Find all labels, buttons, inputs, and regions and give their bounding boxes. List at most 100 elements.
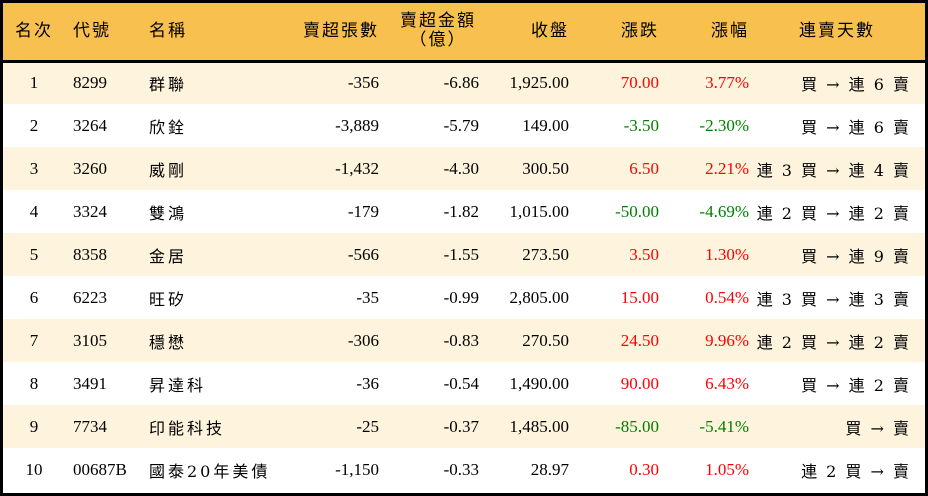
streak-cell: 買 → 連 6 賣 xyxy=(801,117,911,137)
table-row[interactable]: 2 3264 欣銓 -3,889 -5.79 149.00 -3.50 -2.3… xyxy=(3,104,925,147)
net-sell-lots-cell: -3,889 xyxy=(335,115,379,135)
table-row[interactable]: 1 8299 群聯 -356 -6.86 1,925.00 70.00 3.77… xyxy=(3,61,925,104)
net-sell-lots-cell: -306 xyxy=(347,330,379,350)
stock-code-cell[interactable]: 3324 xyxy=(73,201,107,221)
change-percent-cell: -5.41% xyxy=(699,416,749,436)
net-sell-amount-cell: -1.82 xyxy=(443,201,479,221)
header-name[interactable]: 名稱 xyxy=(149,20,187,41)
net-sell-amount-cell: -0.33 xyxy=(443,459,479,479)
stock-code-cell[interactable]: 3264 xyxy=(73,115,107,135)
change-percent-cell: 1.05% xyxy=(705,459,749,479)
rank-cell: 1 xyxy=(29,73,39,93)
net-sell-amount-cell: -0.83 xyxy=(443,330,479,350)
table-row[interactable]: 8 3491 昇達科 -36 -0.54 1,490.00 90.00 6.43… xyxy=(3,362,925,405)
rank-cell: 3 xyxy=(29,158,39,178)
table-row[interactable]: 4 3324 雙鴻 -179 -1.82 1,015.00 -50.00 -4.… xyxy=(3,190,925,233)
streak-cell: 買 → 賣 xyxy=(845,418,911,438)
change-percent-cell: 9.96% xyxy=(705,330,749,350)
stock-name-cell[interactable]: 穩懋 xyxy=(149,332,188,352)
close-price-cell: 1,485.00 xyxy=(509,416,570,436)
change-percent-cell: 3.77% xyxy=(705,73,749,93)
stock-code-cell[interactable]: 3105 xyxy=(73,330,107,350)
table-row[interactable]: 5 8358 金居 -566 -1.55 273.50 3.50 1.30% 買… xyxy=(3,233,925,276)
table-row[interactable]: 3 3260 威剛 -1,432 -4.30 300.50 6.50 2.21%… xyxy=(3,147,925,190)
header-rank[interactable]: 名次 xyxy=(15,20,53,41)
stock-name-cell[interactable]: 印能科技 xyxy=(149,418,226,438)
net-sell-lots-cell: -36 xyxy=(356,373,379,393)
rank-cell: 4 xyxy=(29,201,39,221)
close-price-cell: 273.50 xyxy=(522,244,569,264)
header-change[interactable]: 漲跌 xyxy=(621,20,659,41)
price-change-cell: 70.00 xyxy=(620,73,659,93)
table-row[interactable]: 9 7734 印能科技 -25 -0.37 1,485.00 -85.00 -5… xyxy=(3,405,925,448)
price-change-cell: -3.50 xyxy=(623,115,659,135)
price-change-cell: 15.00 xyxy=(620,287,659,307)
header-net-sell-lots[interactable]: 賣超張數 xyxy=(303,20,379,41)
stock-name-cell[interactable]: 群聯 xyxy=(149,75,188,95)
price-change-cell: 3.50 xyxy=(629,244,659,264)
stock-name-cell[interactable]: 旺矽 xyxy=(149,289,188,309)
price-change-cell: 6.50 xyxy=(629,158,659,178)
net-sell-amount-cell: -0.37 xyxy=(443,416,479,436)
net-sell-lots-cell: -25 xyxy=(356,416,379,436)
rank-cell: 6 xyxy=(29,287,39,307)
close-price-cell: 2,805.00 xyxy=(509,287,570,307)
close-price-cell: 149.00 xyxy=(522,115,569,135)
net-sell-amount-cell: -0.54 xyxy=(443,373,479,393)
header-close[interactable]: 收盤 xyxy=(531,20,569,41)
stock-name-cell[interactable]: 雙鴻 xyxy=(149,203,188,223)
net-sell-lots-cell: -356 xyxy=(347,73,379,93)
change-percent-cell: 6.43% xyxy=(705,373,749,393)
header-change-pct[interactable]: 漲幅 xyxy=(711,20,749,41)
table-row[interactable]: 7 3105 穩懋 -306 -0.83 270.50 24.50 9.96% … xyxy=(3,319,925,362)
rank-cell: 10 xyxy=(25,459,43,479)
rank-cell: 8 xyxy=(29,373,39,393)
header-net-sell-amount-unit: （億） xyxy=(409,30,467,51)
net-sell-amount-cell: -4.30 xyxy=(443,158,479,178)
stock-name-cell[interactable]: 金居 xyxy=(149,246,188,266)
net-sell-amount-cell: -1.55 xyxy=(443,244,479,264)
stock-name-cell[interactable]: 昇達科 xyxy=(149,375,207,395)
stock-code-cell[interactable]: 3491 xyxy=(73,373,107,393)
price-change-cell: 0.30 xyxy=(629,459,659,479)
price-change-cell: 90.00 xyxy=(620,373,659,393)
stock-code-cell[interactable]: 8358 xyxy=(73,244,107,264)
close-price-cell: 1,925.00 xyxy=(509,73,570,93)
net-sell-amount-cell: -5.79 xyxy=(443,115,479,135)
stock-code-cell[interactable]: 8299 xyxy=(73,73,107,93)
net-sell-amount-cell: -6.86 xyxy=(443,73,479,93)
table-row[interactable]: 10 00687B 國泰20年美債 -1,150 -0.33 28.97 0.3… xyxy=(3,448,925,491)
rank-cell: 9 xyxy=(29,416,39,436)
price-change-cell: 24.50 xyxy=(620,330,659,350)
header-net-sell-amount-label: 賣超金額 xyxy=(400,11,476,32)
change-percent-cell: -2.30% xyxy=(699,115,749,135)
header-code[interactable]: 代號 xyxy=(73,20,111,41)
close-price-cell: 28.97 xyxy=(530,459,569,479)
change-percent-cell: 2.21% xyxy=(705,158,749,178)
streak-cell: 連 2 買 → 連 2 賣 xyxy=(756,203,911,223)
net-sell-lots-cell: -1,432 xyxy=(335,158,379,178)
stock-code-cell[interactable]: 3260 xyxy=(73,158,107,178)
close-price-cell: 300.50 xyxy=(522,158,569,178)
change-percent-cell: 1.30% xyxy=(705,244,749,264)
header-net-sell-amount[interactable]: 賣超金額 （億） xyxy=(379,3,479,61)
net-sell-lots-cell: -179 xyxy=(347,201,379,221)
stock-code-cell[interactable]: 6223 xyxy=(73,287,107,307)
close-price-cell: 1,490.00 xyxy=(509,373,570,393)
streak-cell: 連 3 買 → 連 4 賣 xyxy=(756,160,911,180)
table-row[interactable]: 6 6223 旺矽 -35 -0.99 2,805.00 15.00 0.54%… xyxy=(3,276,925,319)
stock-name-cell[interactable]: 欣銓 xyxy=(149,117,188,137)
streak-cell: 連 3 買 → 連 3 賣 xyxy=(756,289,911,309)
rank-cell: 2 xyxy=(29,115,39,135)
rank-cell: 7 xyxy=(29,330,39,350)
stock-code-cell[interactable]: 7734 xyxy=(73,416,107,436)
header-streak[interactable]: 連賣天數 xyxy=(799,20,875,41)
net-sell-lots-cell: -566 xyxy=(347,244,379,264)
close-price-cell: 270.50 xyxy=(522,330,569,350)
stock-name-cell[interactable]: 國泰20年美債 xyxy=(149,461,271,481)
net-sell-lots-cell: -1,150 xyxy=(335,459,379,479)
streak-cell: 連 2 買 → 連 2 賣 xyxy=(756,332,911,352)
stock-name-cell[interactable]: 威剛 xyxy=(149,160,188,180)
stock-code-cell[interactable]: 00687B xyxy=(73,459,127,479)
